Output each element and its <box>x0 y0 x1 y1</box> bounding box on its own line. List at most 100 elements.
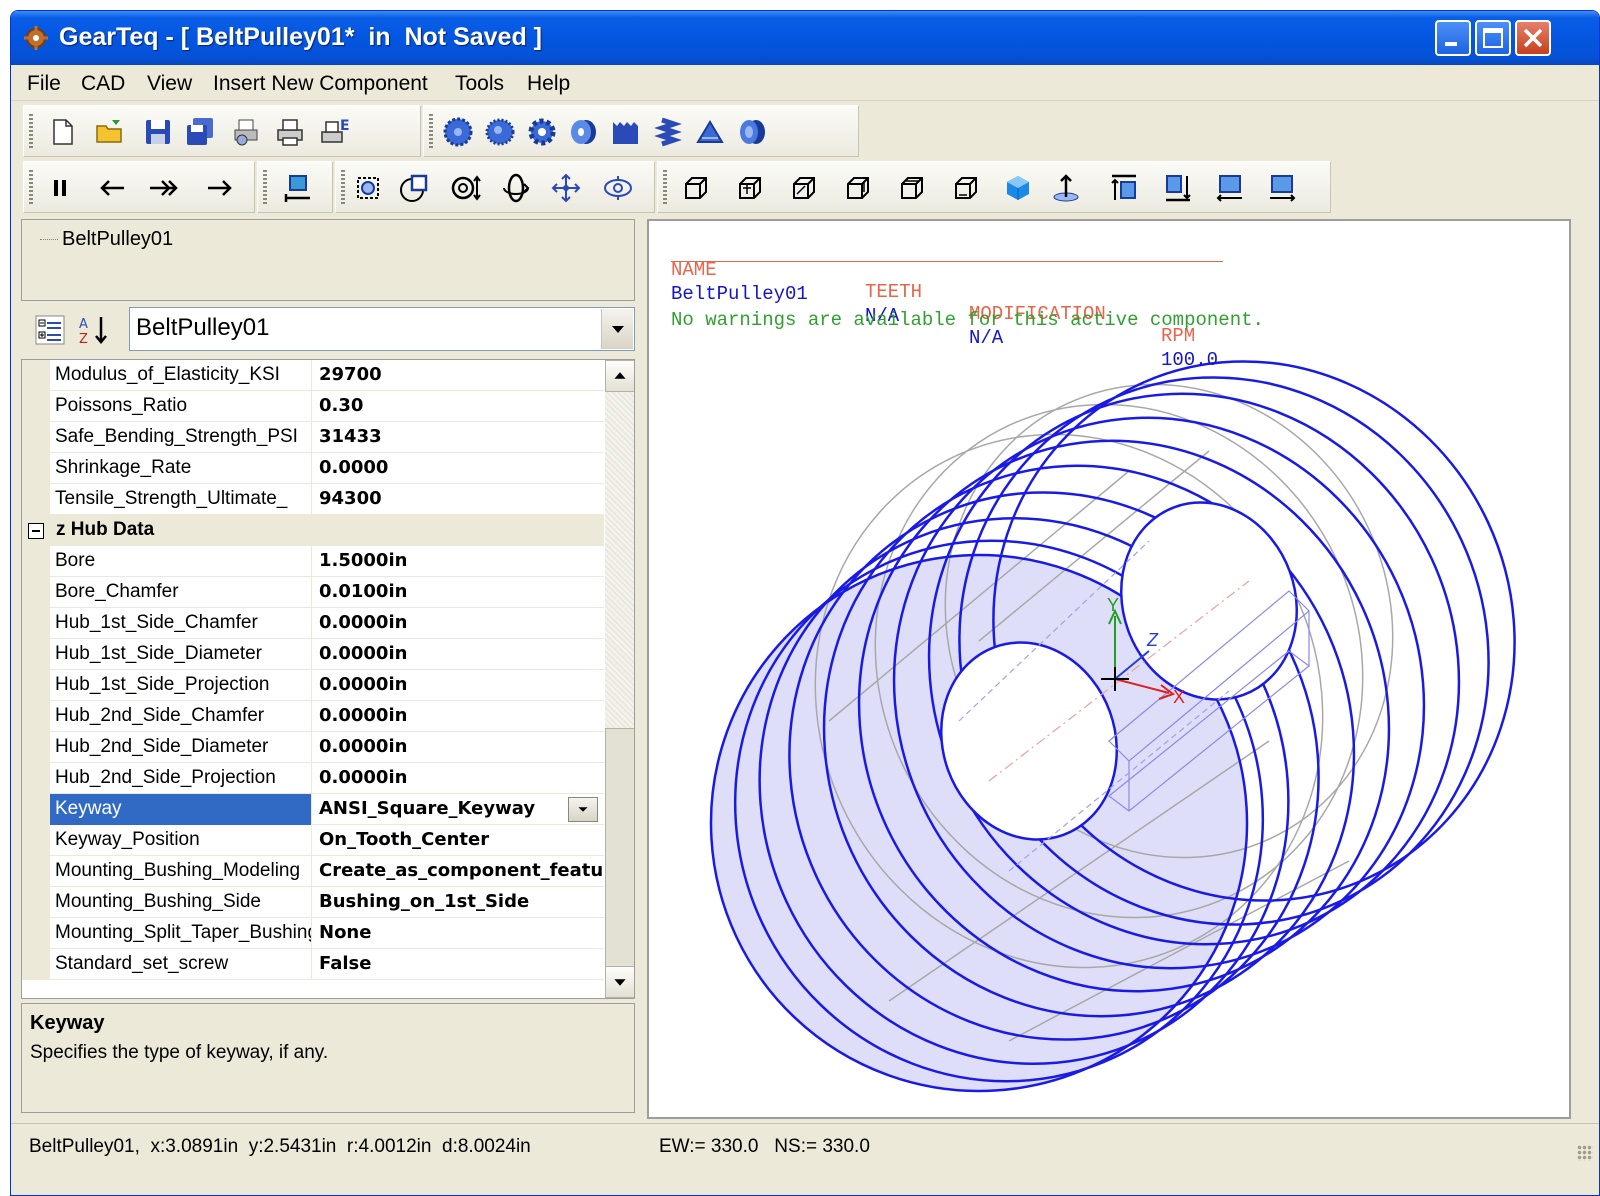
zoom-in-out-icon[interactable] <box>450 172 482 204</box>
property-value[interactable]: None <box>319 922 372 943</box>
menu-help[interactable]: Help <box>527 72 571 95</box>
property-value[interactable]: 1.5000in <box>319 550 408 571</box>
spur-gear-icon[interactable] <box>442 116 474 148</box>
property-value[interactable]: Bushing_on_1st_Side <box>319 891 530 912</box>
property-value[interactable]: 31433 <box>319 426 382 447</box>
step-forward-icon[interactable] <box>204 172 236 204</box>
property-row-keyway[interactable]: Keyway ANSI_Square_Keyway <box>22 794 604 825</box>
property-row[interactable]: Safe_Bending_Strength_PSI 31433 <box>22 422 604 453</box>
categorized-view-button[interactable] <box>33 313 67 347</box>
zoom-window-icon[interactable] <box>352 172 384 204</box>
menu-tools[interactable]: Tools <box>455 72 505 95</box>
save-all-icon[interactable] <box>184 116 216 148</box>
orbit-icon[interactable] <box>602 172 634 204</box>
view-left-icon[interactable] <box>788 172 820 204</box>
property-row[interactable]: Hub_2nd_Side_Projection 0.0000in <box>22 763 604 794</box>
keyway-select[interactable]: ANSI_Square_Keyway <box>314 794 604 825</box>
new-file-icon[interactable] <box>46 116 78 148</box>
title-bar[interactable]: GearTeq - [ BeltPulley01* in Not Saved ] <box>11 11 1599 65</box>
maximize-button[interactable] <box>1475 20 1511 56</box>
component-selector[interactable]: BeltPulley01 <box>129 307 635 351</box>
view-back-icon[interactable] <box>734 172 766 204</box>
property-row[interactable]: Mounting_Bushing_Modeling Create_as_compo… <box>22 856 604 887</box>
view-iso-icon[interactable] <box>1002 172 1034 204</box>
property-value[interactable]: 0.0000in <box>319 643 408 664</box>
menu-insert-new-component[interactable]: Insert New Component <box>213 72 428 95</box>
property-row[interactable]: Hub_2nd_Side_Diameter 0.0000in <box>22 732 604 763</box>
sprocket-icon[interactable] <box>526 116 558 148</box>
property-value[interactable]: 0.0000in <box>319 736 408 757</box>
property-row[interactable]: Bore_Chamfer 0.0100in <box>22 577 604 608</box>
rotate-icon[interactable] <box>500 172 532 204</box>
property-scrollbar[interactable] <box>605 360 634 998</box>
property-row[interactable]: Bore 1.5000in <box>22 546 604 577</box>
fast-forward-icon[interactable] <box>148 172 180 204</box>
property-value[interactable]: 0.0000in <box>319 705 408 726</box>
resize-grip[interactable] <box>1577 1145 1593 1161</box>
save-icon[interactable] <box>142 116 174 148</box>
pulley-icon[interactable] <box>568 116 600 148</box>
property-row[interactable]: Hub_1st_Side_Diameter 0.0000in <box>22 639 604 670</box>
component-selector-dropdown[interactable] <box>601 309 633 349</box>
pan-icon[interactable] <box>550 172 582 204</box>
tree-item-beltpulley01[interactable]: BeltPulley01 <box>40 228 173 251</box>
toolbar-grip[interactable] <box>29 114 33 150</box>
zoom-region-icon[interactable] <box>398 172 430 204</box>
property-row[interactable]: Standard_set_screw False <box>22 949 604 980</box>
scroll-up-button[interactable] <box>605 360 634 392</box>
property-value[interactable]: 0.30 <box>319 395 364 416</box>
view-front-icon[interactable] <box>680 172 712 204</box>
print-preview-icon[interactable] <box>230 116 262 148</box>
worm-icon[interactable] <box>652 116 684 148</box>
toolbar-grip[interactable] <box>429 114 433 150</box>
cad-viewport[interactable]: Y X Z NAME TEETH MODIFICATION RPM BeltPu… <box>647 219 1571 1119</box>
property-row[interactable]: Mounting_Bushing_Side Bushing_on_1st_Side <box>22 887 604 918</box>
keyway-dropdown-button[interactable] <box>568 797 598 822</box>
scroll-thumb[interactable] <box>605 728 634 968</box>
align-bottom-icon[interactable] <box>1162 172 1194 204</box>
property-value[interactable]: On_Tooth_Center <box>319 829 490 850</box>
fit-view-icon[interactable] <box>282 172 314 204</box>
property-row[interactable]: Hub_2nd_Side_Chamfer 0.0000in <box>22 701 604 732</box>
toolbar-grip[interactable] <box>29 170 33 206</box>
category-hub-data[interactable]: z Hub Data <box>22 515 604 546</box>
print-e-icon[interactable]: E <box>320 116 352 148</box>
property-value[interactable]: 0.0000in <box>319 767 408 788</box>
align-left-icon[interactable] <box>1214 172 1246 204</box>
pulley-3d-drawing[interactable]: Y X Z <box>649 221 1569 1117</box>
property-row[interactable]: Hub_1st_Side_Chamfer 0.0000in <box>22 608 604 639</box>
view-bottom-icon[interactable] <box>950 172 982 204</box>
property-value[interactable]: 0.0000in <box>319 674 408 695</box>
property-value[interactable]: 94300 <box>319 488 382 509</box>
property-row[interactable]: Keyway_Position On_Tooth_Center <box>22 825 604 856</box>
scroll-down-button[interactable] <box>605 966 634 998</box>
collapse-icon[interactable] <box>28 523 44 539</box>
property-row[interactable]: Shrinkage_Rate 0.0000 <box>22 453 604 484</box>
toolbar-grip[interactable] <box>341 170 345 206</box>
view-right-icon[interactable] <box>842 172 874 204</box>
property-value[interactable]: Create_as_component_feature <box>319 860 604 881</box>
view-normal-icon[interactable] <box>1050 172 1082 204</box>
view-top-icon[interactable] <box>896 172 928 204</box>
menu-cad[interactable]: CAD <box>81 72 126 95</box>
belt-pulley-icon[interactable] <box>736 116 768 148</box>
alphabetical-sort-button[interactable]: A Z <box>77 313 117 347</box>
helical-gear-icon[interactable] <box>484 116 516 148</box>
align-right-icon[interactable] <box>1266 172 1298 204</box>
property-row[interactable]: Hub_1st_Side_Projection 0.0000in <box>22 670 604 701</box>
toolbar-grip[interactable] <box>263 170 267 206</box>
step-back-icon[interactable] <box>96 172 128 204</box>
rack-icon[interactable] <box>610 116 642 148</box>
close-button[interactable] <box>1515 20 1551 56</box>
property-row[interactable]: Modulus_of_Elasticity_KSI 29700 <box>22 360 604 391</box>
property-row[interactable]: Mounting_Split_Taper_Bushing None <box>22 918 604 949</box>
bevel-gear-icon[interactable] <box>694 116 726 148</box>
property-value[interactable]: 29700 <box>319 364 382 385</box>
property-value[interactable]: 0.0100in <box>319 581 408 602</box>
open-folder-icon[interactable] <box>94 116 126 148</box>
pause-icon[interactable] <box>44 172 76 204</box>
property-value[interactable]: 0.0000in <box>319 612 408 633</box>
property-value[interactable]: 0.0000 <box>319 457 389 478</box>
property-row[interactable]: Tensile_Strength_Ultimate_ 94300 <box>22 484 604 515</box>
print-icon[interactable] <box>274 116 306 148</box>
